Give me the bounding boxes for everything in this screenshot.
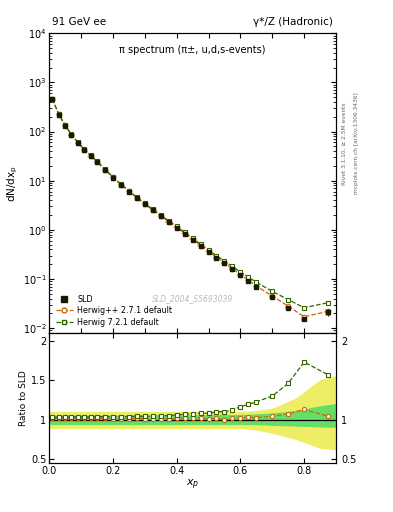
Bar: [173, 227, 180, 228]
Text: mcplots.cern.ch [arXiv:1306.3436]: mcplots.cern.ch [arXiv:1306.3436]: [354, 93, 359, 194]
Bar: [110, 177, 116, 178]
Y-axis label: $\mathrm{dN/dx_p}$: $\mathrm{dN/dx_p}$: [6, 165, 20, 202]
Y-axis label: Ratio to SLD: Ratio to SLD: [19, 370, 28, 426]
Bar: [81, 150, 87, 151]
Text: 91 GeV ee: 91 GeV ee: [52, 17, 106, 27]
Bar: [118, 184, 124, 185]
Bar: [102, 169, 108, 170]
Bar: [229, 268, 235, 270]
Bar: [301, 318, 307, 321]
X-axis label: $x_p$: $x_p$: [186, 478, 199, 492]
Bar: [253, 286, 259, 287]
Bar: [197, 245, 204, 247]
Bar: [94, 161, 100, 163]
Bar: [158, 216, 164, 217]
Bar: [87, 156, 94, 157]
Bar: [75, 142, 81, 144]
Bar: [62, 125, 68, 126]
Bar: [68, 135, 75, 136]
Bar: [245, 280, 252, 282]
Legend: SLD, Herwig++ 2.7.1 default, Herwig 7.2.1 default: SLD, Herwig++ 2.7.1 default, Herwig 7.2.…: [53, 292, 175, 329]
Bar: [221, 263, 228, 264]
Bar: [141, 204, 148, 205]
Bar: [165, 221, 172, 223]
Bar: [269, 296, 275, 298]
Bar: [134, 198, 140, 199]
Text: π spectrum (π±, u,d,s-events): π spectrum (π±, u,d,s-events): [119, 45, 266, 55]
Bar: [126, 191, 132, 192]
Text: Rivet 3.1.10, ≥ 2.5M events: Rivet 3.1.10, ≥ 2.5M events: [342, 102, 347, 185]
Bar: [55, 114, 62, 115]
Bar: [49, 99, 55, 100]
Bar: [182, 233, 188, 234]
Bar: [237, 274, 244, 276]
Bar: [325, 309, 331, 315]
Bar: [149, 209, 156, 211]
Text: SLD_2004_S5693039: SLD_2004_S5693039: [152, 294, 233, 303]
Bar: [213, 257, 220, 259]
Bar: [285, 307, 291, 309]
Bar: [205, 251, 212, 252]
Text: γ*/Z (Hadronic): γ*/Z (Hadronic): [253, 17, 333, 27]
Bar: [189, 239, 196, 241]
